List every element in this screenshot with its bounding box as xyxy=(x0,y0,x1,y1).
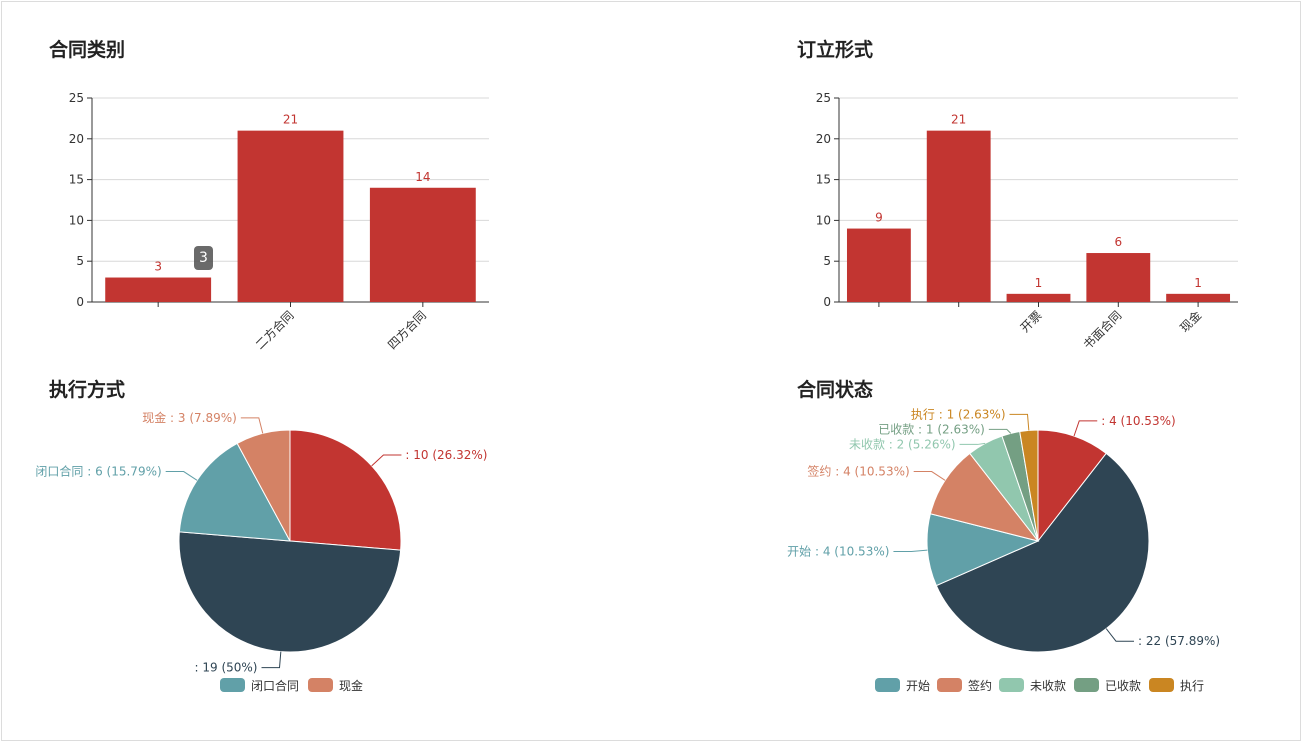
legend-swatch xyxy=(1074,678,1099,692)
pie-slice xyxy=(1019,429,1039,542)
pie-slice xyxy=(236,429,291,542)
legend-swatch xyxy=(875,678,900,692)
pie-slice xyxy=(178,442,291,542)
legend-item[interactable]: 签约 xyxy=(937,678,992,693)
y-tick-label: 25 xyxy=(69,91,84,105)
bar-tooltip: 3 xyxy=(194,246,213,270)
pie-leader-line xyxy=(240,417,264,434)
legend-label: 未收款 xyxy=(1030,679,1066,693)
pie-slice-label: : 19 (50%) xyxy=(195,661,258,675)
y-tick-label: 10 xyxy=(69,213,84,227)
bar xyxy=(1086,253,1151,302)
pie-slice-label: 签约 : 4 (10.53%) xyxy=(807,464,909,479)
legend-swatch xyxy=(308,678,333,692)
bar-chart-c1: 0 5 10 15 20 25 3 21 二方合同 14 四方合同 xyxy=(69,91,489,352)
pie-leader-line xyxy=(913,471,946,481)
bar-value-label: 3 xyxy=(154,260,162,274)
pie-slice-label: 执行 : 1 (2.63%) xyxy=(911,407,1006,421)
chart-title-contract-category: 合同类别 xyxy=(49,39,126,61)
pie-slice xyxy=(178,531,402,653)
legend-swatch xyxy=(999,678,1024,692)
bar-value-label: 14 xyxy=(415,170,430,184)
pie-leader-line xyxy=(261,651,282,669)
legend-item[interactable]: 开始 xyxy=(875,678,930,693)
pie-leader-line xyxy=(959,442,986,445)
y-tick-label: 5 xyxy=(823,254,831,268)
legend-swatch xyxy=(937,678,962,692)
pie-chart-c4: : 4 (10.53%): 22 (57.89%)执行 : 1 (2.63%)已… xyxy=(787,407,1220,693)
legend-item[interactable]: 未收款 xyxy=(999,678,1066,693)
pie-leader-line xyxy=(988,428,1012,434)
bar-value-label: 6 xyxy=(1114,235,1122,249)
bar xyxy=(369,187,476,302)
y-tick-label: 15 xyxy=(816,173,831,187)
pie-leader-line xyxy=(1009,413,1030,431)
legend-swatch xyxy=(1149,678,1174,692)
pie-slice-label: 现金 : 3 (7.89%) xyxy=(142,410,237,425)
pie-slice xyxy=(935,452,1150,653)
pie-leader-line xyxy=(1105,628,1135,642)
bar xyxy=(1166,293,1231,302)
bar-value-label: 21 xyxy=(283,113,298,127)
bar-value-label: 9 xyxy=(875,211,883,225)
bar-value-label: 1 xyxy=(1035,276,1043,290)
y-tick-label: 25 xyxy=(816,91,831,105)
legend-item[interactable]: 现金 xyxy=(308,678,363,693)
bar-value-label: 21 xyxy=(951,113,966,127)
x-tick-label: 四方合同 xyxy=(384,308,429,353)
y-tick-label: 0 xyxy=(76,295,84,309)
pie-slice-label: : 10 (26.32%) xyxy=(405,448,487,462)
pie-leader-line xyxy=(165,471,198,481)
bar xyxy=(1006,293,1071,302)
bar-chart-c2: 0 5 10 15 20 25 9 21 1 开票 6 书面合同 1 现金 xyxy=(816,91,1238,352)
pie-slice-label: : 22 (57.89%) xyxy=(1138,634,1220,648)
bar xyxy=(237,130,344,302)
y-tick-label: 20 xyxy=(69,132,84,146)
legend-label: 已收款 xyxy=(1105,679,1141,693)
legend-item[interactable]: 闭口合同 xyxy=(220,678,299,693)
pie-chart-c3: : 10 (26.32%) 现金 : 3 (7.89%) 闭口合同 : 6 (15.… xyxy=(35,410,487,693)
y-tick-label: 10 xyxy=(816,213,831,227)
pie-slice-label: 开始 : 4 (10.53%) xyxy=(787,544,889,558)
x-tick-label: 书面合同 xyxy=(1080,308,1125,353)
bar xyxy=(105,277,212,302)
pie-slice xyxy=(929,452,1040,542)
pie-slice-label: 未收款 : 2 (5.26%) xyxy=(849,437,956,451)
legend-swatch xyxy=(220,678,245,692)
x-tick-label: 二方合同 xyxy=(252,308,297,353)
legend-label: 闭口合同 xyxy=(251,678,299,693)
pie-slice-label: 已收款 : 1 (2.63%) xyxy=(878,422,985,436)
pie-leader-line xyxy=(893,549,928,552)
legend-label: 现金 xyxy=(339,678,363,693)
pie-leader-line xyxy=(371,454,402,467)
x-tick-label: 现金 xyxy=(1177,308,1205,336)
y-tick-label: 5 xyxy=(76,254,84,268)
chart-title-signing-form: 订立形式 xyxy=(797,39,874,61)
legend-item[interactable]: 已收款 xyxy=(1074,678,1141,693)
chart-title-contract-status: 合同状态 xyxy=(797,379,874,401)
legend-label: 开始 xyxy=(906,679,930,693)
legend-item[interactable]: 执行 xyxy=(1149,678,1204,693)
bar-value-label: 1 xyxy=(1194,276,1202,290)
legend-label: 执行 xyxy=(1180,679,1204,693)
pie-slice xyxy=(1037,429,1107,543)
y-tick-label: 0 xyxy=(823,295,831,309)
bar xyxy=(846,228,911,302)
x-tick-label: 开票 xyxy=(1018,308,1045,335)
pie-slice-label: 闭口合同 : 6 (15.79%) xyxy=(35,464,161,479)
pie-slice-label: : 4 (10.53%) xyxy=(1101,414,1175,428)
y-tick-label: 20 xyxy=(816,132,831,146)
y-tick-label: 15 xyxy=(69,173,84,187)
chart-title-execution-method: 执行方式 xyxy=(49,379,126,401)
pie-slice xyxy=(289,429,402,551)
bar xyxy=(926,130,991,302)
pie-slice xyxy=(926,513,1040,587)
pie-leader-line xyxy=(1073,420,1098,437)
legend-label: 签约 xyxy=(968,678,992,693)
